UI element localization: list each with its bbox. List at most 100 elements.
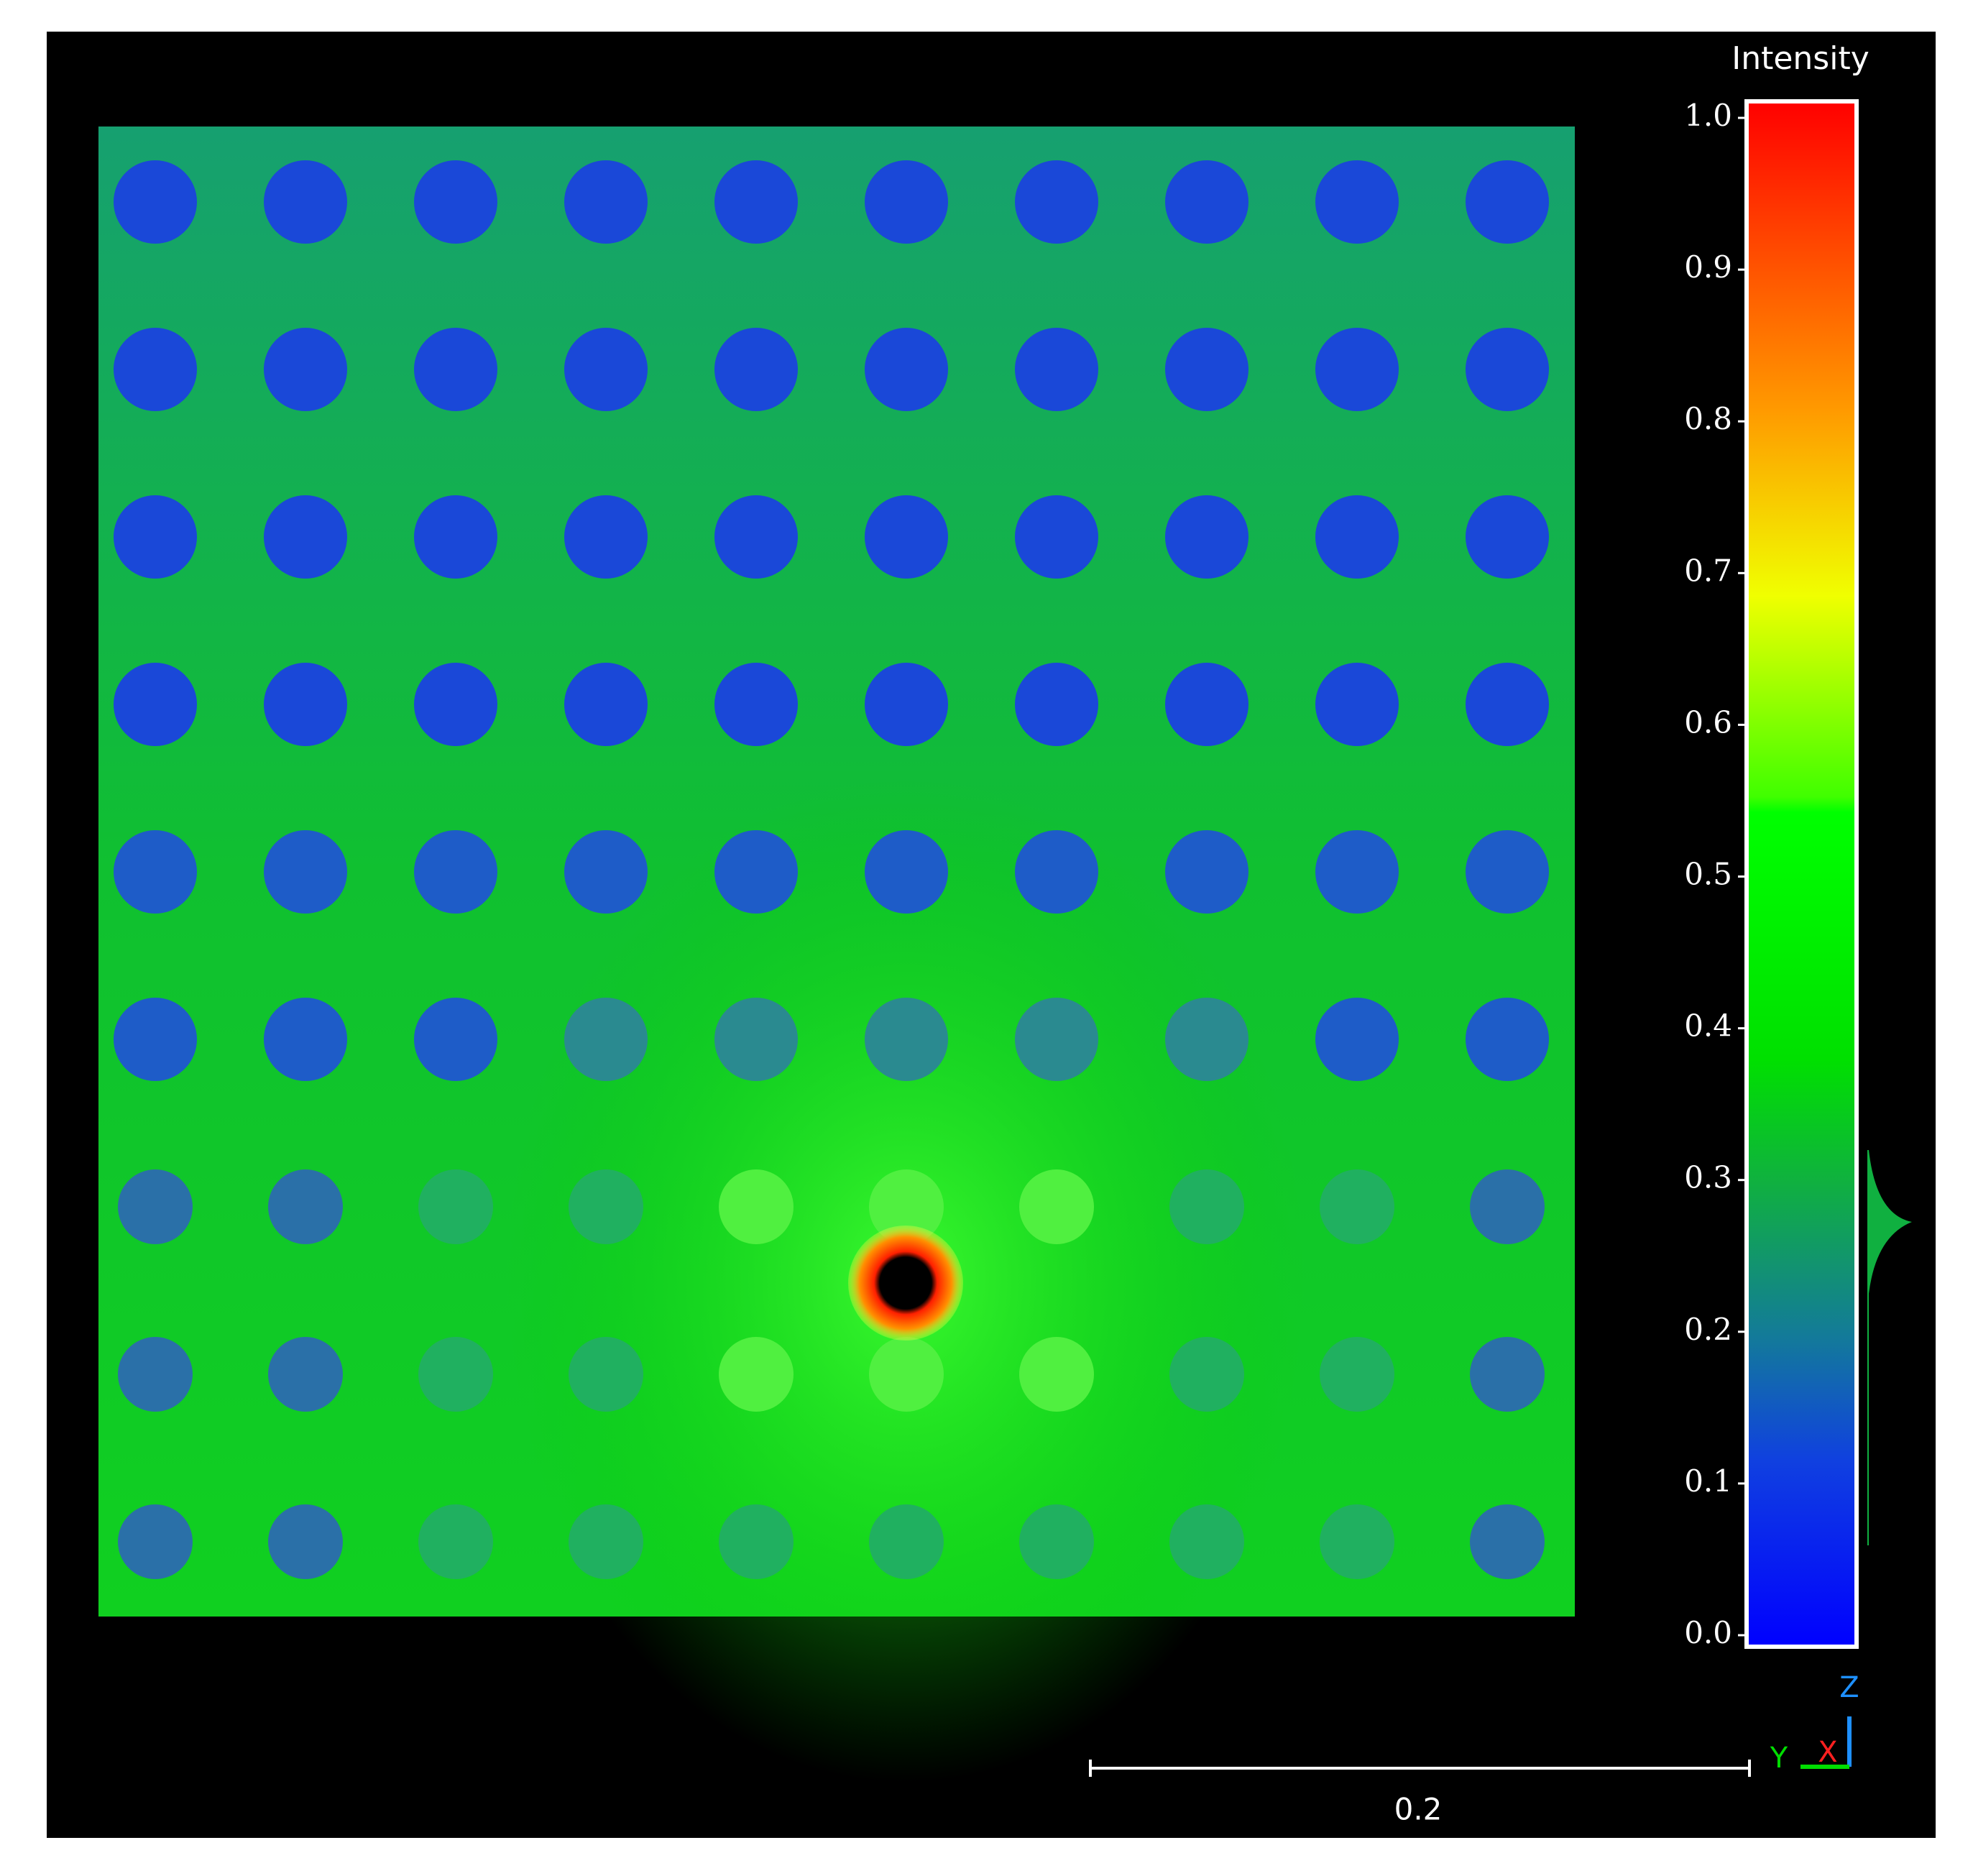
- hole: [1470, 1504, 1545, 1579]
- hole: [414, 998, 497, 1081]
- scalar-bar-title: Intensity: [1731, 40, 1869, 77]
- hole: [1015, 830, 1098, 914]
- hole: [1320, 1337, 1394, 1412]
- color-bar: [1744, 99, 1859, 1649]
- hole: [1466, 160, 1549, 244]
- hole: [564, 328, 648, 411]
- hole: [264, 328, 347, 411]
- hole: [719, 1504, 794, 1579]
- hole: [564, 998, 648, 1081]
- hole: [1315, 998, 1399, 1081]
- hole: [1315, 830, 1399, 914]
- hole: [564, 160, 648, 244]
- hole: [865, 830, 948, 914]
- hole: [418, 1337, 493, 1412]
- hole: [418, 1504, 493, 1579]
- hole: [569, 1337, 643, 1412]
- tick-label: 0.9: [1684, 249, 1732, 285]
- hole: [414, 663, 497, 746]
- hole: [418, 1169, 493, 1244]
- hole: [1315, 328, 1399, 411]
- hole: [114, 328, 197, 411]
- hole: [1165, 328, 1248, 411]
- hole: [564, 830, 648, 914]
- axis-z-label: Z: [1839, 1671, 1859, 1704]
- hole: [414, 830, 497, 914]
- ticks: 0.0 0.1 0.2 0.3 0.4 0.5 0.6 0.7 0.8 0.9 1.0: [1684, 98, 1747, 1650]
- axis-x-label: X: [1818, 1736, 1837, 1769]
- hole: [1466, 830, 1549, 914]
- tick-label: 0.3: [1684, 1160, 1732, 1195]
- hole: [414, 328, 497, 411]
- hole: [264, 830, 347, 914]
- hole: [118, 1169, 193, 1244]
- hole: [114, 998, 197, 1081]
- hole: [118, 1337, 193, 1412]
- tick-label: 0.8: [1684, 401, 1732, 436]
- hole: [869, 1504, 944, 1579]
- hole: [1165, 663, 1248, 746]
- hole: [264, 495, 347, 579]
- hole: [569, 1504, 643, 1579]
- hole: [1169, 1504, 1244, 1579]
- hole: [1315, 663, 1399, 746]
- hole: [1019, 1504, 1094, 1579]
- hole: [714, 663, 798, 746]
- hole: [268, 1169, 343, 1244]
- hole: [1165, 160, 1248, 244]
- holes: [114, 160, 1549, 1579]
- hole: [114, 160, 197, 244]
- hole: [1466, 328, 1549, 411]
- hole: [1015, 998, 1098, 1081]
- hole: [1165, 998, 1248, 1081]
- hole: [719, 1337, 794, 1412]
- tick-label: 1.0: [1684, 98, 1732, 133]
- hole: [865, 495, 948, 579]
- hole: [1470, 1337, 1545, 1412]
- hole: [114, 830, 197, 914]
- hole: [869, 1169, 944, 1244]
- hole: [564, 663, 648, 746]
- hole: [1165, 830, 1248, 914]
- hole: [268, 1337, 343, 1412]
- hole: [714, 998, 798, 1081]
- hole: [1470, 1169, 1545, 1244]
- tick-label: 0.5: [1684, 857, 1732, 892]
- hole: [714, 830, 798, 914]
- hole: [1165, 495, 1248, 579]
- tick-label: 0.1: [1684, 1463, 1732, 1499]
- hole: [719, 1169, 794, 1244]
- hole: [564, 495, 648, 579]
- hole: [1466, 495, 1549, 579]
- hole: [865, 160, 948, 244]
- hole: [1169, 1337, 1244, 1412]
- hole: [865, 998, 948, 1081]
- hole: [114, 663, 197, 746]
- hole: [264, 160, 347, 244]
- tick-label: 0.2: [1684, 1312, 1732, 1347]
- hole: [865, 328, 948, 411]
- hole: [1169, 1169, 1244, 1244]
- hole: [1015, 495, 1098, 579]
- histogram: [1867, 1150, 1912, 1545]
- tick-label: 0.4: [1684, 1008, 1732, 1044]
- hole: [118, 1504, 193, 1579]
- hole: [1320, 1504, 1394, 1579]
- hole: [1015, 663, 1098, 746]
- hole: [1019, 1169, 1094, 1244]
- hole: [1315, 160, 1399, 244]
- hole: [869, 1337, 944, 1412]
- tick-label: 0.0: [1684, 1615, 1732, 1650]
- hole: [569, 1169, 643, 1244]
- scale-bar-label: 0.2: [1394, 1792, 1443, 1827]
- tick-label: 0.6: [1684, 704, 1732, 740]
- tick-label: 0.7: [1684, 553, 1732, 588]
- hot-spot: [848, 1226, 963, 1341]
- hole: [114, 495, 197, 579]
- hole: [1015, 328, 1098, 411]
- hole: [264, 998, 347, 1081]
- hole: [1320, 1169, 1394, 1244]
- hole: [714, 328, 798, 411]
- hole: [1019, 1337, 1094, 1412]
